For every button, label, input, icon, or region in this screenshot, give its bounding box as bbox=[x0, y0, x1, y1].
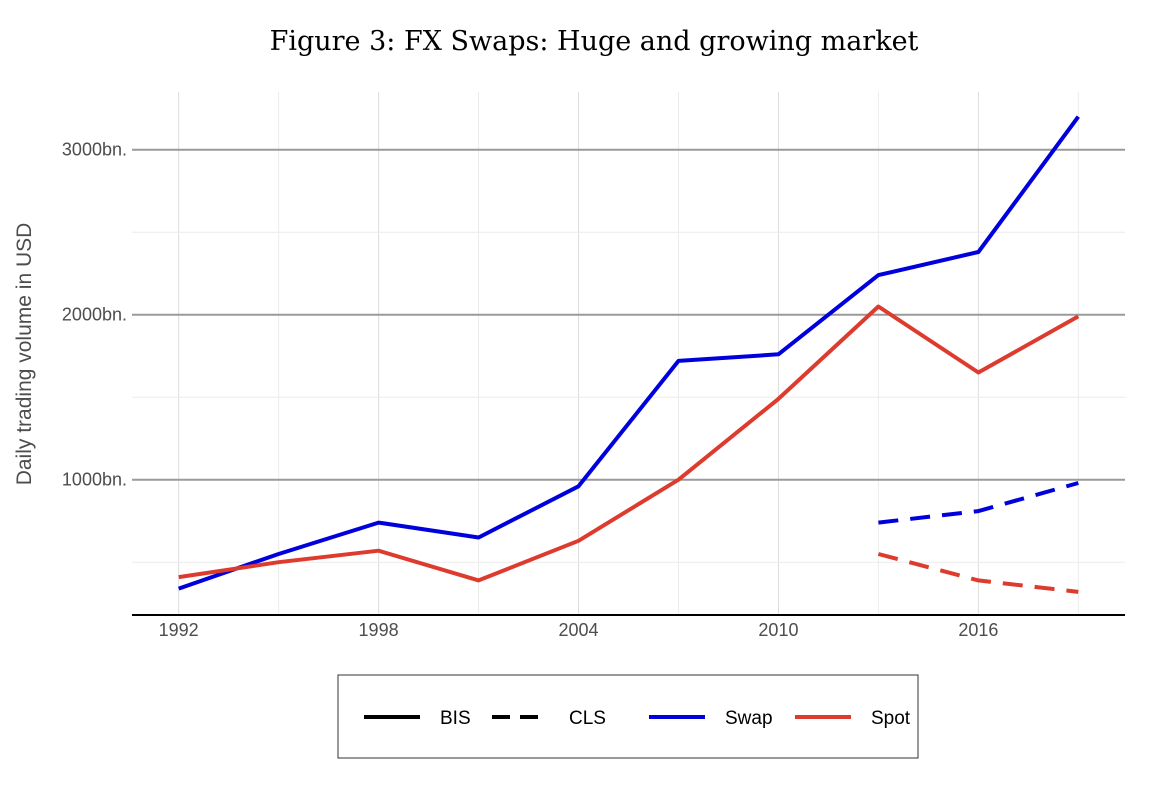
x-tick-label: 1992 bbox=[159, 620, 199, 640]
series-line-swap-cls bbox=[878, 481, 1079, 525]
x-tick-label: 2010 bbox=[758, 620, 798, 640]
legend-label-spot: Spot bbox=[871, 708, 911, 729]
legend-label-bis: BIS bbox=[440, 708, 471, 729]
y-axis-label: Daily trading volume in USD bbox=[13, 223, 36, 486]
series-layer bbox=[178, 115, 1080, 594]
chart-title: Figure 3: FX Swaps: Huge and growing mar… bbox=[270, 26, 919, 57]
legend: BIS CLS Swap Spot bbox=[337, 674, 919, 759]
legend-label-swap: Swap bbox=[725, 708, 773, 729]
series-line-spot-cls bbox=[877, 552, 1079, 594]
grid-layer bbox=[132, 92, 1125, 615]
x-tick-labels: 1992 1998 2004 2010 2016 bbox=[159, 620, 999, 640]
series-line-swap-bis bbox=[178, 115, 1080, 591]
y-tick-labels: 1000bn. 2000bn. 3000bn. bbox=[62, 140, 127, 490]
x-tick-label: 2016 bbox=[958, 620, 998, 640]
y-tick-label: 3000bn. bbox=[62, 140, 127, 160]
x-tick-label: 2004 bbox=[558, 620, 598, 640]
series-line-spot-bis bbox=[178, 304, 1080, 583]
x-tick-label: 1998 bbox=[359, 620, 399, 640]
legend-label-cls: CLS bbox=[569, 708, 606, 729]
y-tick-label: 2000bn. bbox=[62, 305, 127, 325]
legend-items: BIS CLS Swap Spot bbox=[364, 708, 911, 729]
y-tick-label: 1000bn. bbox=[62, 470, 127, 490]
